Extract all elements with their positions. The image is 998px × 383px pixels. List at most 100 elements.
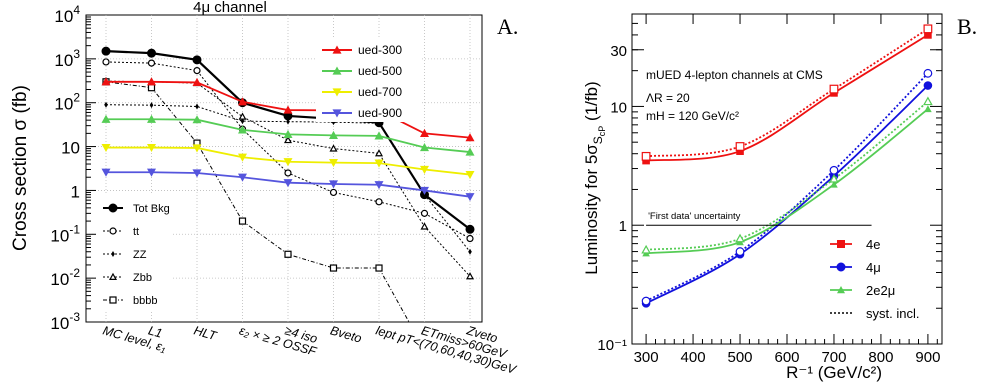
axis-ticks-b: 300 400 500 600 700 800 900 10⁻¹ 1 10 30 [597, 14, 942, 366]
legend-label-2e2: 2e2μ [866, 283, 895, 298]
series-4e-syst-incl [641, 24, 933, 161]
y-tick-label-b: 1 [619, 218, 627, 235]
legend-label-zz: ZZ [133, 249, 147, 261]
data-point-bbbb [238, 217, 247, 225]
legend-label-bbbb: bbbb [133, 295, 157, 307]
data-point-4e-syst-incl [829, 84, 839, 94]
legend-label-ued-900: ued-900 [358, 106, 402, 120]
x-category-label-a: Bveto [329, 323, 364, 345]
x-tick-label-b: 400 [681, 349, 706, 366]
legend-label-syst-incl: syst. incl. [866, 306, 919, 321]
series-curve-4e-syst-incl [645, 28, 929, 158]
data-point-ued-900 [374, 181, 384, 190]
data-point-4e-syst-incl [641, 151, 651, 161]
legend-label-ued-300: ued-300 [358, 43, 402, 57]
legend-label-tt: tt [133, 226, 139, 238]
y-tick-label-a: 10-2 [50, 266, 80, 289]
data-point-ued-900 [420, 186, 429, 195]
legend-marker-bbbb [109, 296, 117, 304]
y-tick-label-a: 10-3 [50, 310, 80, 333]
legend-bottom-a [96, 195, 172, 310]
data-point-2e2-syst-incl [735, 233, 745, 243]
reference-line-b: 'First data' uncertainty [646, 211, 872, 226]
data-point-2e2 [924, 105, 932, 113]
data-point-ued-900 [192, 169, 202, 178]
y-tick-label-a: 10 [61, 139, 80, 158]
annotation-title-b: mUED 4-lepton channels at CMS [646, 68, 823, 82]
legend-marker-ued-500 [332, 66, 342, 75]
legend-label-zbb: Zbb [133, 272, 152, 284]
legend-marker-tot-bkg [108, 203, 118, 213]
x-tick-label-b: 500 [728, 349, 753, 366]
data-point-4e-syst-incl [923, 24, 933, 34]
legend-label-ued-500: ued-500 [358, 64, 402, 78]
data-point-ued-500 [147, 114, 156, 123]
data-point-ued-700 [329, 159, 338, 168]
y-tick-label-a: 10-1 [50, 222, 80, 245]
y-axis-title-subscript-b: S [591, 136, 605, 144]
data-point-ued-300 [101, 77, 111, 86]
data-point-tt [193, 66, 201, 75]
x-tick-label-b: 800 [868, 349, 893, 366]
y-tick-exponent-a: -3 [69, 310, 80, 324]
data-point-bbbb [329, 264, 338, 272]
legend-top-entries-a: ued-300 ued-500 ued-700 ued-900 [322, 43, 402, 120]
data-point-2e2-syst-incl [829, 173, 839, 183]
x-tick-label-b: 300 [634, 349, 659, 366]
data-point-ued-900 [465, 193, 475, 202]
data-point-zbb [420, 222, 429, 230]
data-point-ued-900 [101, 168, 111, 177]
x-tick-label-b: 700 [821, 349, 846, 366]
x-axis-title-b: R⁻¹ (GeV/c²) [786, 363, 882, 382]
data-point-ued-300 [465, 133, 475, 142]
data-point-ued-700 [374, 159, 384, 168]
data-point-tt [375, 198, 383, 206]
data-point-ued-700 [283, 158, 293, 167]
y-tick-label-b: 30 [610, 43, 627, 60]
series-curve-4e [646, 34, 929, 162]
legend-marker-zz [111, 251, 115, 257]
data-point-2e2 [830, 180, 838, 188]
data-point-ued-500 [420, 143, 429, 152]
data-point-zz [195, 103, 199, 110]
data-point-tot-bkg [192, 55, 202, 65]
plot-area-b [631, 13, 943, 345]
data-point-ued-500 [374, 131, 384, 140]
y-axis-title-subsubscript-b: cP [597, 126, 607, 137]
chart-title-a: 4μ channel [193, 0, 267, 16]
series-curve-4-syst-incl [645, 72, 929, 302]
data-point-4e [736, 147, 744, 155]
data-point-2e2-syst-incl [923, 96, 933, 106]
series-line-bbbb-tail [378, 267, 410, 323]
data-point-ued-900 [329, 180, 338, 189]
data-point-tt [329, 188, 338, 197]
legend-b: 4e 4μ 2e2μ syst. incl. [830, 237, 919, 321]
x-category-label-a: L1 [147, 323, 164, 340]
data-point-4-syst-incl [829, 165, 839, 175]
data-point-tt [147, 59, 156, 67]
y-tick-label-b: 10 [610, 99, 627, 116]
data-point-ued-500 [465, 147, 475, 156]
data-point-tt [102, 58, 110, 66]
y-tick-exponent-a: -2 [69, 266, 80, 280]
data-point-ued-500 [101, 114, 111, 123]
legend-marker-4e [837, 240, 845, 248]
data-point-ued-500 [192, 115, 202, 124]
data-point-bbbb [375, 264, 383, 272]
y-tick-label-a: 103 [54, 47, 80, 70]
data-point-zz [286, 118, 290, 125]
series-2e2-syst-incl [641, 96, 933, 254]
legend-label-4e: 4e [866, 237, 880, 252]
data-point-ued-900 [238, 173, 247, 182]
legend-label-tot-bkg: Tot Bkg [133, 203, 170, 215]
data-point-ued-700 [238, 153, 247, 162]
data-point-ued-300 [420, 128, 429, 137]
data-point-zbb [374, 149, 384, 157]
data-point-tot-bkg [465, 224, 475, 234]
data-point-ued-300 [192, 77, 202, 87]
y-axis-title-unit-b: (1/fb) [582, 81, 601, 125]
data-point-ued-700 [101, 143, 111, 153]
y-tick-exponent-a: 4 [73, 3, 80, 17]
